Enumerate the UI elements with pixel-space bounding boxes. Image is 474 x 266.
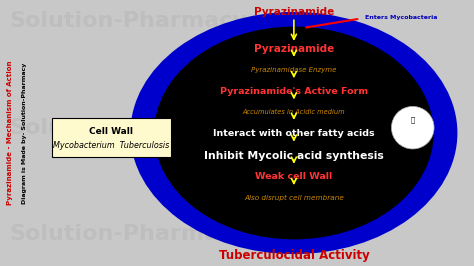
Text: Pyrazinamide: Pyrazinamide (254, 44, 334, 54)
Text: Also disrupt cell membrane: Also disrupt cell membrane (244, 195, 344, 201)
Text: Pyrazinamidase Enzyme: Pyrazinamidase Enzyme (251, 68, 337, 73)
FancyBboxPatch shape (52, 118, 171, 157)
Text: Weak cell Wall: Weak cell Wall (255, 172, 332, 181)
Text: Soluti: Soluti (224, 118, 297, 138)
Text: Interact with other fatty acids: Interact with other fatty acids (213, 128, 374, 138)
Text: Pyrazinamide - Mechanism of Action: Pyrazinamide - Mechanism of Action (8, 61, 13, 205)
Text: Accumulates in Acidic medium: Accumulates in Acidic medium (243, 109, 345, 115)
Ellipse shape (392, 106, 434, 149)
Text: Mycobacterium  Tuberculosis: Mycobacterium Tuberculosis (53, 141, 170, 150)
Text: Inhibit Mycolic acid synthesis: Inhibit Mycolic acid synthesis (204, 151, 384, 161)
Text: Diagram is Made by- Solution-Pharmacy: Diagram is Made by- Solution-Pharmacy (22, 62, 27, 204)
Text: Cell Wall: Cell Wall (90, 127, 133, 136)
Text: 💡: 💡 (410, 117, 415, 123)
Ellipse shape (130, 12, 457, 254)
Text: Pyrazinamide: Pyrazinamide (254, 7, 334, 17)
Text: Solution-Pharmacy: Solution-Pharmacy (9, 11, 247, 31)
Text: Pyrazinamide's Active Form: Pyrazinamide's Active Form (220, 87, 368, 96)
Text: Solution-Pharmacy: Solution-Pharmacy (9, 118, 247, 138)
Text: Enters Mycobacteria: Enters Mycobacteria (365, 15, 438, 20)
Text: Solution-Pharmacy: Solution-Pharmacy (9, 224, 247, 244)
Ellipse shape (154, 27, 434, 239)
Text: Tuberculocidal Activity: Tuberculocidal Activity (219, 250, 369, 262)
